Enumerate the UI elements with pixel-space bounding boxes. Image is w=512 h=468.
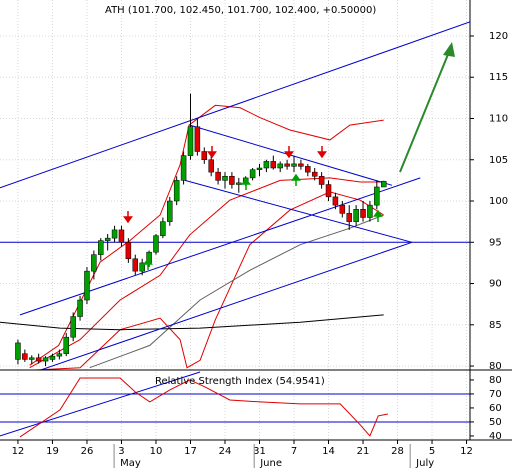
month-label: May xyxy=(120,458,141,468)
candle-body xyxy=(367,204,373,218)
candle-body xyxy=(118,229,125,243)
candle-body xyxy=(187,126,194,156)
candle-body xyxy=(132,258,139,272)
rsi-line xyxy=(19,377,388,438)
candle-body xyxy=(173,180,180,202)
x-tick-label: 12 xyxy=(460,446,473,457)
candle-body xyxy=(360,209,366,218)
candle-body xyxy=(249,169,256,179)
candle-body xyxy=(305,166,311,173)
price-panel xyxy=(0,21,470,370)
y-tick-label: 60 xyxy=(489,403,502,414)
candle-body xyxy=(215,171,221,181)
candle-body xyxy=(28,357,35,360)
candle-body xyxy=(229,176,235,185)
candle-body xyxy=(91,254,97,272)
indicator-line xyxy=(29,177,384,369)
x-tick-label: 7 xyxy=(291,446,297,457)
trendline xyxy=(0,21,470,189)
candle-body xyxy=(201,151,208,161)
y-tick-label: 105 xyxy=(489,155,508,166)
trendline xyxy=(39,241,413,370)
candle-body xyxy=(291,163,297,167)
candle-body xyxy=(167,200,173,222)
y-tick-label: 100 xyxy=(489,196,508,207)
candle-body xyxy=(339,204,346,214)
candle-body xyxy=(77,299,83,317)
x-tick-label: 5 xyxy=(429,446,435,457)
rsi-panel xyxy=(0,371,470,438)
candle-body xyxy=(49,355,56,360)
y-tick-label: 70 xyxy=(489,389,502,400)
rsi-title: Relative Strength Index (54.9541) xyxy=(155,376,325,387)
candle-body xyxy=(111,229,118,239)
candle-body xyxy=(374,186,380,206)
y-tick-label: 115 xyxy=(489,72,508,83)
y-tick-label: 80 xyxy=(489,375,502,386)
x-tick-label: 3 xyxy=(118,446,124,457)
indicator-line xyxy=(29,104,384,366)
month-label: June xyxy=(259,458,282,468)
candle-body xyxy=(298,163,304,167)
x-tick-label: 26 xyxy=(81,446,94,457)
candle-body xyxy=(70,316,76,338)
candle-body xyxy=(236,182,242,185)
candle-body xyxy=(160,221,166,236)
candle-body xyxy=(15,342,21,360)
candle-body xyxy=(194,126,201,152)
candle-body xyxy=(346,213,352,222)
candle-body xyxy=(22,353,28,360)
candle-body xyxy=(380,180,387,188)
y-tick-label: 80 xyxy=(489,361,502,372)
candle-body xyxy=(84,270,90,301)
candle-body xyxy=(332,196,339,206)
candle-body xyxy=(325,184,332,198)
x-tick-label: 12 xyxy=(12,446,25,457)
candle-body xyxy=(353,209,359,222)
candle-body xyxy=(208,159,214,173)
candle-body xyxy=(139,262,145,272)
candle-body xyxy=(98,240,104,255)
month-label: July xyxy=(415,458,434,468)
candle-body xyxy=(277,163,283,169)
indicator-line xyxy=(89,214,384,369)
candle-body xyxy=(125,242,132,260)
candle-body xyxy=(42,357,49,362)
candle-body xyxy=(311,171,318,177)
candle-body xyxy=(180,155,187,181)
x-tick-label: 14 xyxy=(322,446,335,457)
candle-body xyxy=(222,176,228,181)
candle-body xyxy=(318,176,325,185)
x-tick-label: 21 xyxy=(357,446,370,457)
y-tick-label: 40 xyxy=(489,431,502,442)
candle-body xyxy=(63,336,70,354)
y-tick-label: 50 xyxy=(489,417,502,428)
candle-body xyxy=(284,163,290,167)
y-tick-label: 85 xyxy=(489,320,502,331)
trendline xyxy=(0,371,201,437)
x-tick-label: 24 xyxy=(219,446,232,457)
candle-body xyxy=(56,353,63,357)
y-tick-label: 110 xyxy=(489,113,508,124)
candle-body xyxy=(256,167,263,170)
trendline xyxy=(184,179,413,243)
y-tick-label: 90 xyxy=(489,279,502,290)
chart-title: ATH (101.700, 102.450, 101.700, 102.400,… xyxy=(105,5,376,16)
candle-body xyxy=(263,161,270,169)
candle-body xyxy=(35,357,42,362)
y-tick-label: 120 xyxy=(489,31,508,42)
x-tick-label: 17 xyxy=(184,446,197,457)
x-tick-label: 19 xyxy=(46,446,59,457)
y-tick-label: 95 xyxy=(489,237,502,248)
candle-body xyxy=(270,161,277,169)
x-tick-label: 28 xyxy=(391,446,404,457)
candle-body xyxy=(104,237,111,241)
x-tick-label: 10 xyxy=(150,446,163,457)
x-tick-label: 31 xyxy=(253,446,266,457)
candle-body xyxy=(153,235,159,253)
signal-arrows xyxy=(123,42,455,270)
